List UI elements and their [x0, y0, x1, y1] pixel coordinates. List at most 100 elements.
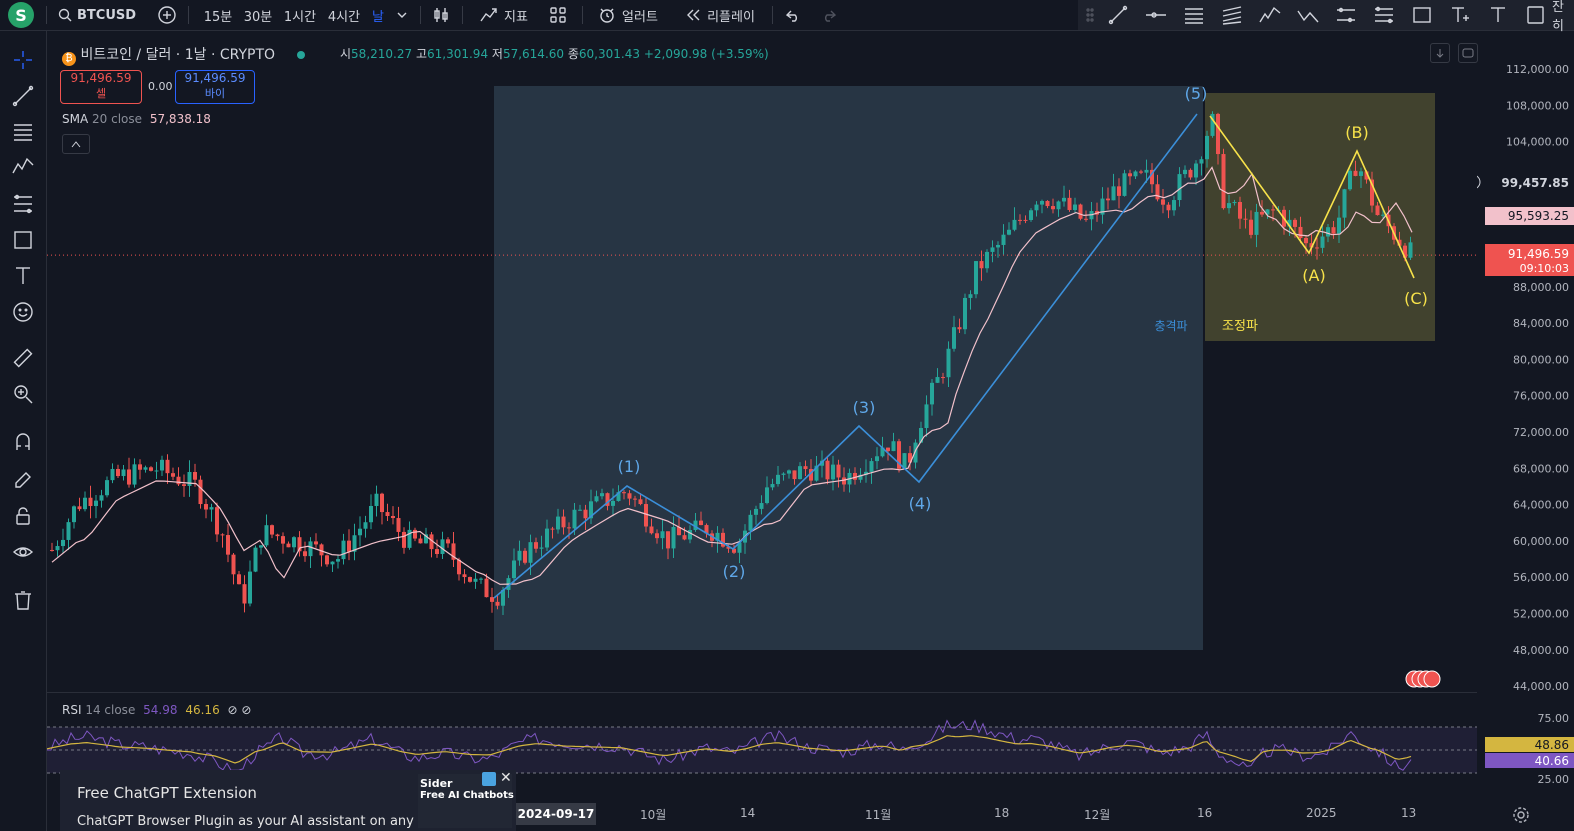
zoom-tool[interactable] [10, 381, 36, 407]
spread-value: 0.00 [148, 80, 173, 93]
rectangle-tool[interactable] [1408, 0, 1436, 30]
price-chart[interactable]: (1) (2) (3) (4) (5) (A) (B) (C) 충격파 조정파 [47, 31, 1477, 691]
correction-zone [1205, 93, 1435, 341]
ad-close-icon[interactable]: ✕ [500, 770, 512, 786]
ad-banner[interactable]: Free ChatGPT Extension ChatGPT Browser P… [60, 770, 516, 831]
price-axis[interactable]: 112,000.00108,000.00104,000.00100,000.00… [1477, 31, 1574, 691]
alert-button[interactable]: 얼러트 [592, 0, 664, 30]
interval-label: 날 [372, 9, 384, 25]
settings-button[interactable] [1512, 806, 1530, 828]
correction-text: 조정파 [1222, 319, 1258, 334]
interval-15m[interactable]: 15분 [198, 0, 238, 30]
remove-drawings[interactable] [10, 587, 36, 613]
xabcd-tool[interactable] [1332, 0, 1360, 30]
emoji-tool[interactable] [10, 299, 36, 325]
elliott-abc-tool[interactable] [1294, 0, 1322, 30]
rsi-legend[interactable]: RSI 14 close 54.98 46.16 ⊘ ⊘ [62, 703, 251, 717]
measure-tool[interactable] [10, 345, 36, 371]
crosshair-tool[interactable] [10, 47, 36, 73]
candle-body [143, 467, 148, 470]
buy-button[interactable]: 91,496.59 바이 [175, 70, 255, 104]
candle-body [303, 551, 307, 557]
candle-body [902, 453, 907, 469]
candle-body [187, 471, 192, 486]
candle-body [550, 528, 555, 530]
fib-channel-tool[interactable] [1218, 0, 1246, 30]
candle-body [633, 498, 637, 500]
candle-body [484, 578, 489, 598]
range-tool[interactable] [10, 191, 36, 217]
elliott-impulse-tool[interactable] [1256, 0, 1284, 30]
ad-info-icon[interactable] [482, 772, 496, 786]
candle-body [1403, 245, 1407, 258]
stay-drawing-tool[interactable] [10, 467, 36, 493]
candle-body [649, 526, 654, 534]
symbol-search[interactable]: BTCUSD [58, 0, 148, 30]
interval-1d[interactable]: 날 [366, 0, 390, 30]
note-tool[interactable] [1522, 0, 1550, 30]
candle-body [308, 541, 313, 557]
candle-body [1260, 211, 1264, 215]
user-avatar[interactable]: S [8, 2, 34, 28]
trend-line-tool[interactable] [10, 83, 36, 109]
fib-tool[interactable] [10, 119, 36, 145]
candle-body [490, 597, 494, 602]
candle-body [1320, 236, 1325, 248]
collapse-legend-button[interactable] [62, 134, 90, 154]
trend-line-tool[interactable] [1104, 0, 1132, 30]
candle-body [1375, 205, 1380, 216]
symbol-title[interactable]: 비트코인 / 달러 · 1날 · CRYPTO [80, 47, 276, 63]
chart-type-button[interactable] [428, 0, 454, 30]
text-tool[interactable] [1484, 0, 1512, 30]
candle-body [341, 540, 346, 560]
candle-body [242, 584, 247, 604]
interval-dropdown[interactable] [392, 0, 412, 30]
candle-body [1221, 154, 1226, 209]
shape-tool[interactable] [10, 227, 36, 253]
candle-body [1304, 237, 1308, 244]
interval-1h[interactable]: 1시간 [278, 0, 322, 30]
sma-legend[interactable]: SMA 20 close 57,838.18 [62, 112, 211, 126]
maximize-button[interactable] [1458, 43, 1478, 63]
fib-tool[interactable] [1180, 0, 1208, 30]
last-price-bg [1485, 244, 1574, 276]
hide-drawings[interactable] [10, 539, 36, 565]
text-note-tool[interactable] [1446, 0, 1474, 30]
compare-button[interactable] [154, 0, 180, 30]
text-tool[interactable] [10, 263, 36, 289]
lock-drawings[interactable] [10, 503, 36, 529]
undo-button[interactable] [780, 0, 806, 30]
date-range-tool[interactable] [1370, 0, 1398, 30]
candle-body [468, 577, 472, 582]
top-toolbar: S BTCUSD 15분 30분 1시간 4시간 날 지표 얼러트 리플레이 [0, 0, 1574, 34]
drag-handle[interactable] [1082, 0, 1098, 30]
candle-body [105, 480, 109, 496]
candle-body [715, 532, 720, 541]
scroll-down-button[interactable] [1430, 43, 1450, 63]
elliott-abc-icon [1297, 10, 1319, 23]
candle-body [1012, 219, 1017, 230]
candle-body [347, 540, 351, 552]
range-icon [14, 194, 32, 214]
layouts-button[interactable] [544, 0, 572, 30]
replay-button[interactable]: 리플레이 [676, 0, 764, 30]
indicators-button[interactable]: 지표 [474, 0, 534, 30]
interval-30m[interactable]: 30분 [238, 0, 278, 30]
wave-label: (3) [853, 398, 876, 417]
candle-body [545, 528, 549, 548]
price-label: 88,000.00 [1513, 281, 1569, 294]
candle-body [666, 531, 670, 549]
candle-body [336, 559, 340, 562]
open-label: 시 [340, 47, 352, 61]
sell-price: 91,496.59 [70, 71, 132, 85]
rsi-pane[interactable] [47, 692, 1477, 803]
pattern-tool[interactable] [10, 153, 36, 179]
horizontal-ray-tool[interactable] [1142, 0, 1170, 30]
more-tools[interactable]: 잔히 [1552, 0, 1574, 34]
redo-button[interactable] [816, 0, 842, 30]
magnet-tool[interactable] [10, 429, 36, 455]
fib-retracement-icon [14, 124, 32, 141]
sell-button[interactable]: 91,496.59 셀 [60, 70, 142, 104]
interval-4h[interactable]: 4시간 [322, 0, 366, 30]
